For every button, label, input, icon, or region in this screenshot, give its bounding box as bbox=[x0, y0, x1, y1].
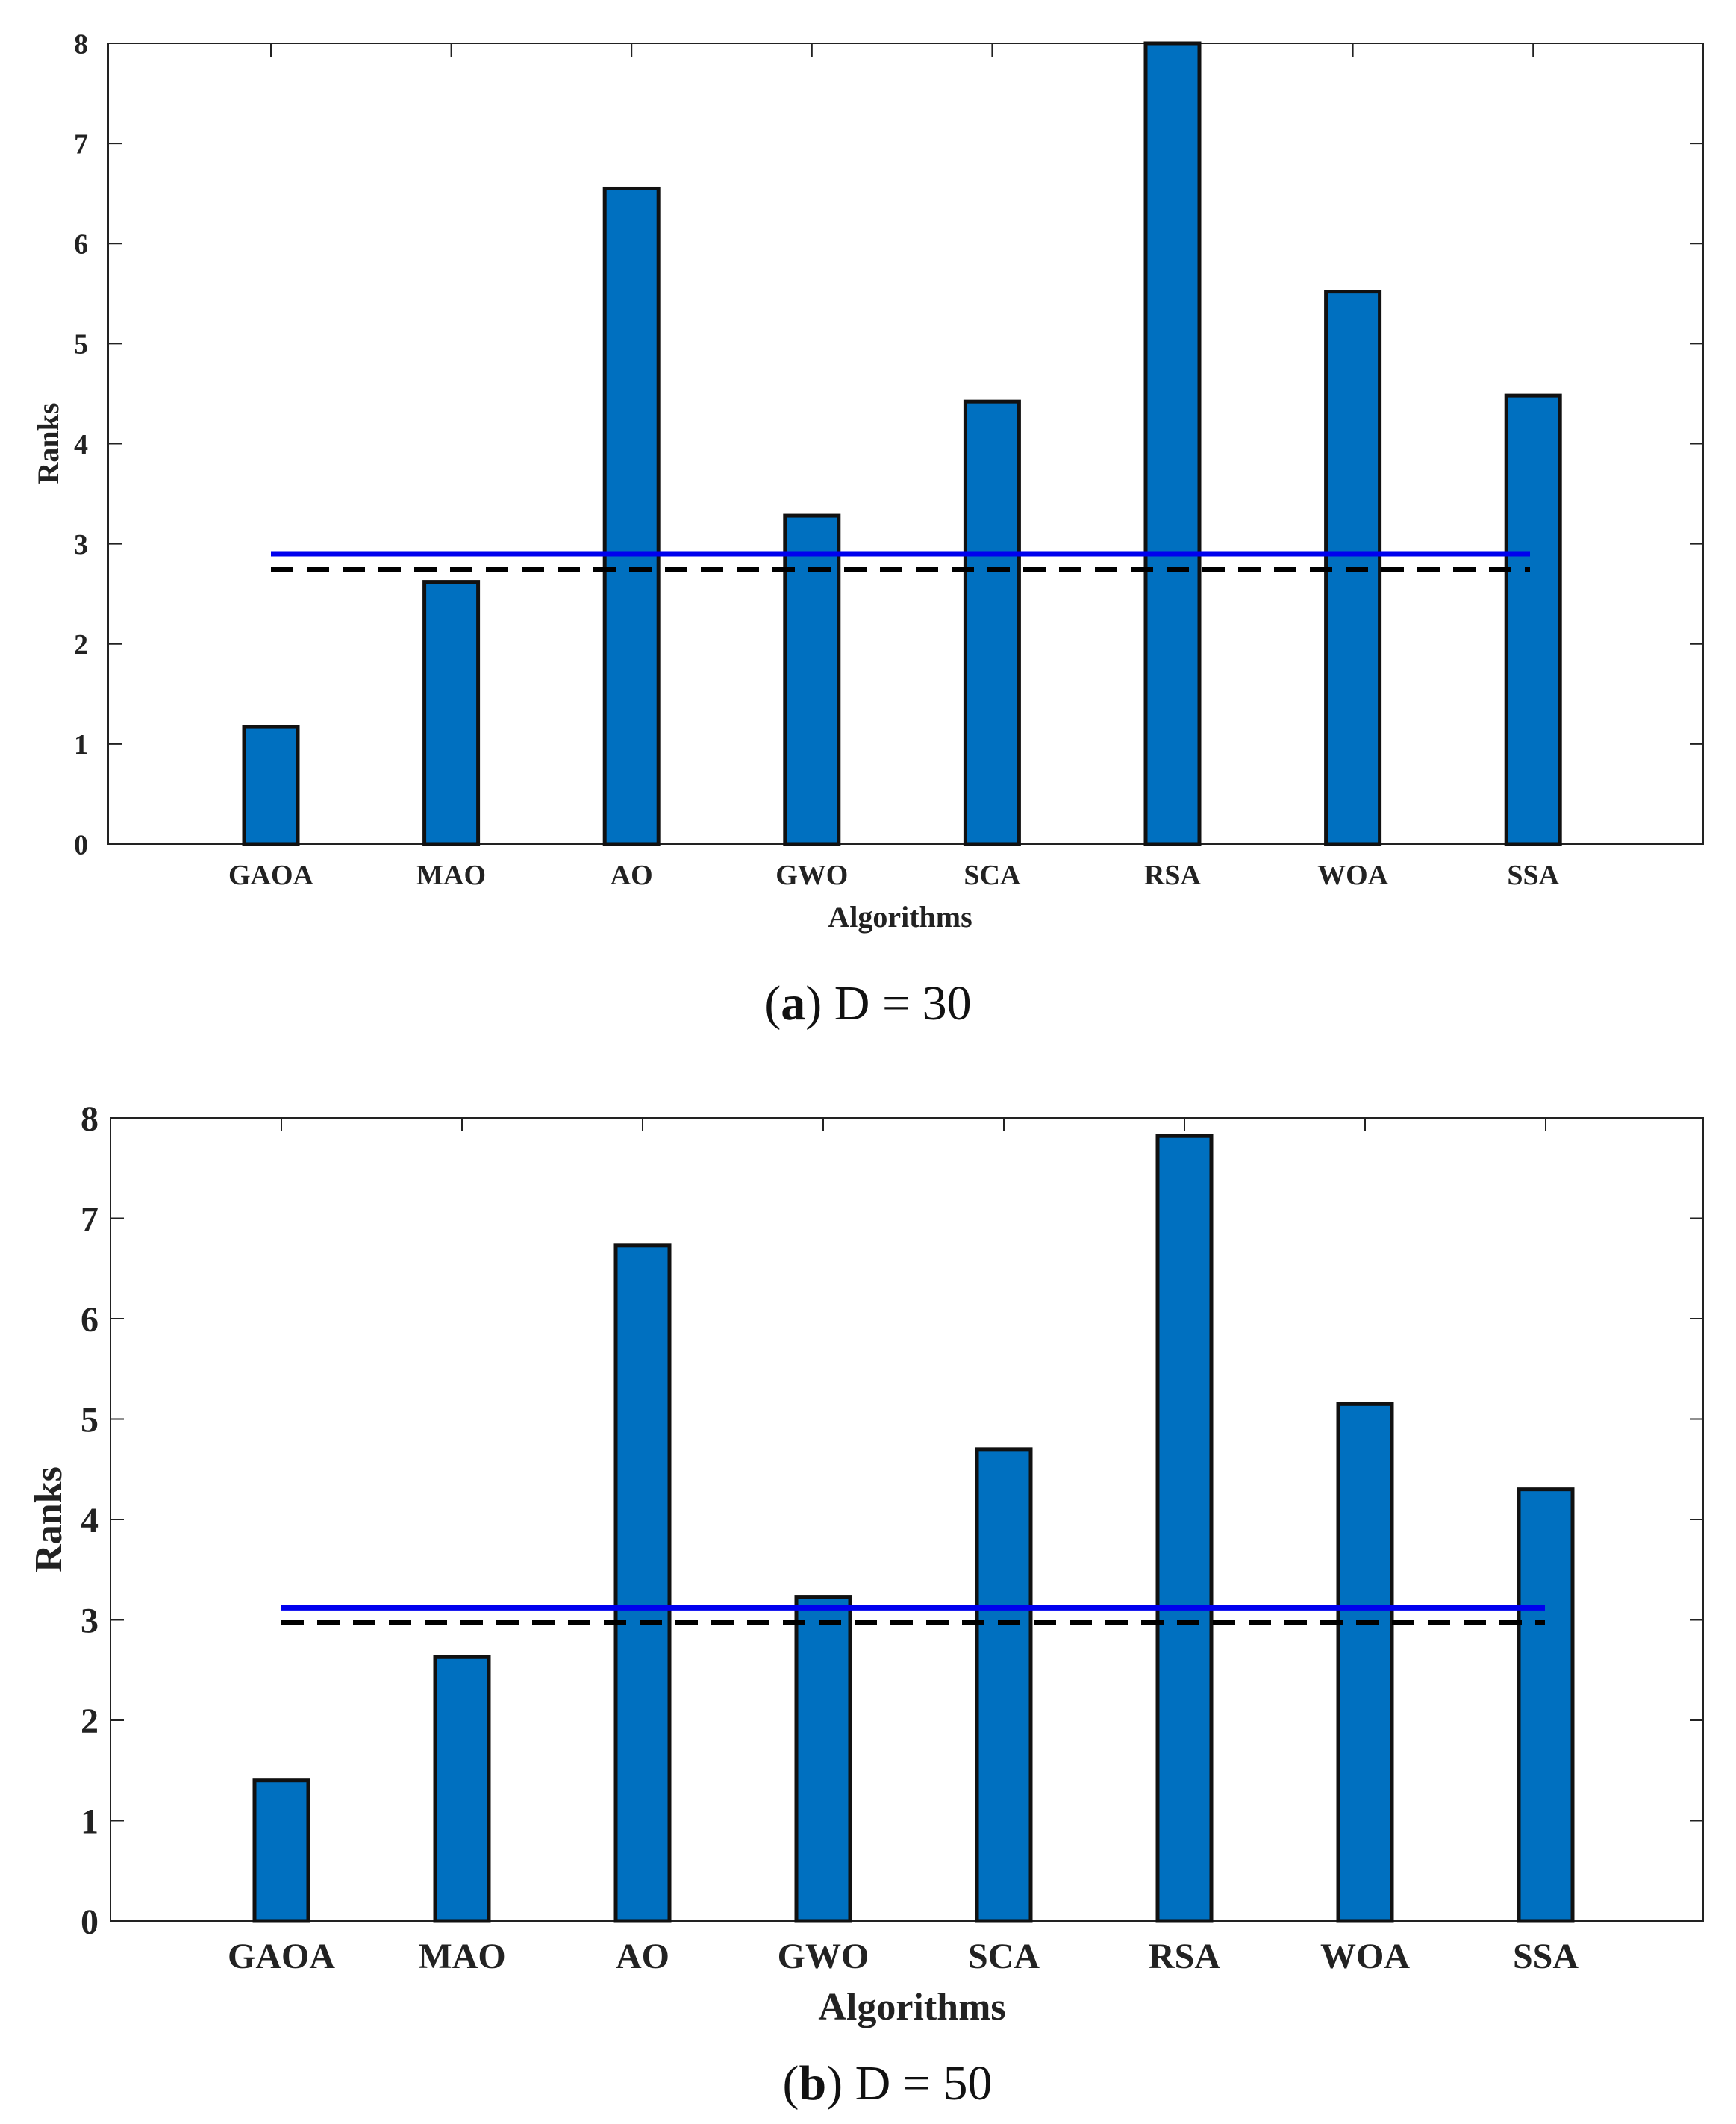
caption-b: (b) D = 50 bbox=[782, 2056, 992, 2111]
plot-area bbox=[107, 43, 1704, 845]
bars-group bbox=[252, 1134, 1575, 1923]
x-tick-label: SSA bbox=[1507, 860, 1559, 891]
x-tick-label: SSA bbox=[1513, 1937, 1579, 1976]
y-tick-label: 1 bbox=[81, 1802, 99, 1841]
bar-mao bbox=[433, 1655, 491, 1923]
bar-mao bbox=[422, 580, 481, 846]
x-tick-labels: GAOA MAO AO GWO SCA RSA WOA SSA bbox=[228, 1937, 1579, 1976]
x-axis-title: Algorithms bbox=[818, 1986, 1005, 2028]
y-tick-label: 7 bbox=[74, 128, 88, 160]
y-tick-label: 2 bbox=[74, 629, 88, 660]
bars-group bbox=[242, 41, 1562, 846]
bar-sca bbox=[963, 399, 1021, 846]
chart-panel-a: 0 1 2 3 4 5 6 7 8 GAOA MAO AO GWO SCA RSA WOA SSA Algor… bbox=[31, 28, 1704, 1031]
x-tick-labels: GAOA MAO AO GWO SCA RSA WOA SSA bbox=[228, 860, 1560, 891]
y-tick-labels: 0 1 2 3 4 5 6 7 8 bbox=[74, 28, 88, 860]
y-tick-label: 7 bbox=[81, 1199, 99, 1239]
y-tick-label: 2 bbox=[81, 1702, 99, 1741]
y-tick-label: 5 bbox=[81, 1400, 99, 1440]
reference-lines-group bbox=[271, 551, 1530, 572]
bar-ao bbox=[602, 186, 661, 846]
y-tick-label: 1 bbox=[74, 729, 88, 760]
y-tick-label: 3 bbox=[81, 1601, 99, 1640]
y-tick-label: 3 bbox=[74, 529, 88, 560]
x-tick-label: RSA bbox=[1149, 1937, 1220, 1976]
caption-a: (a) D = 30 bbox=[764, 976, 971, 1031]
bar-gwo bbox=[794, 1595, 852, 1923]
x-axis-title: Algorithms bbox=[828, 900, 972, 934]
bar-gwo bbox=[783, 513, 841, 846]
caption-letter: a bbox=[781, 976, 805, 1031]
x-tick-label: GWO bbox=[775, 860, 848, 891]
y-tick-label: 0 bbox=[74, 829, 88, 860]
plot-area bbox=[110, 1117, 1704, 1922]
bar-ssa bbox=[1517, 1487, 1575, 1923]
y-tick-labels: 0 1 2 3 4 5 6 7 8 bbox=[81, 1099, 99, 1942]
y-tick-label: 5 bbox=[74, 329, 88, 360]
x-tick-label: GAOA bbox=[228, 860, 314, 891]
y-tick-label: 6 bbox=[81, 1300, 99, 1340]
x-tick-label: WOA bbox=[1317, 860, 1389, 891]
x-tick-label: SCA bbox=[964, 860, 1021, 891]
chart-panel-b: 0 1 2 3 4 5 6 7 8 GAOA MAO AO GWO SCA RSA WOA SSA Algor… bbox=[28, 1099, 1704, 2111]
x-tick-label: GWO bbox=[778, 1937, 869, 1976]
bar-rsa bbox=[1143, 41, 1202, 846]
y-tick-label: 8 bbox=[81, 1099, 99, 1139]
x-tick-label: MAO bbox=[418, 1937, 505, 1976]
bar-gaoa bbox=[252, 1778, 310, 1923]
y-tick-label: 8 bbox=[74, 28, 88, 60]
x-tick-label: SCA bbox=[968, 1937, 1040, 1976]
x-tick-label: GAOA bbox=[228, 1937, 335, 1976]
y-axis-title: Ranks bbox=[31, 403, 65, 484]
bar-rsa bbox=[1155, 1134, 1214, 1923]
x-tick-label: AO bbox=[616, 1937, 669, 1976]
y-tick-label: 4 bbox=[74, 429, 88, 460]
y-tick-label: 4 bbox=[81, 1501, 99, 1540]
bar-woa bbox=[1336, 1402, 1394, 1923]
y-tick-label: 0 bbox=[81, 1902, 99, 1942]
bar-ao bbox=[613, 1243, 672, 1923]
caption-letter: b bbox=[799, 2056, 826, 2111]
x-tick-label: MAO bbox=[416, 860, 486, 891]
reference-lines-group bbox=[281, 1605, 1545, 1626]
y-axis-title: Ranks bbox=[28, 1467, 70, 1572]
bar-gaoa bbox=[242, 725, 300, 846]
bar-sca bbox=[975, 1447, 1033, 1923]
bar-ssa bbox=[1504, 393, 1562, 846]
y-tick-label: 6 bbox=[74, 229, 88, 260]
x-tick-label: AO bbox=[611, 860, 653, 891]
x-tick-label: RSA bbox=[1144, 860, 1202, 891]
x-tick-label: WOA bbox=[1320, 1937, 1410, 1976]
